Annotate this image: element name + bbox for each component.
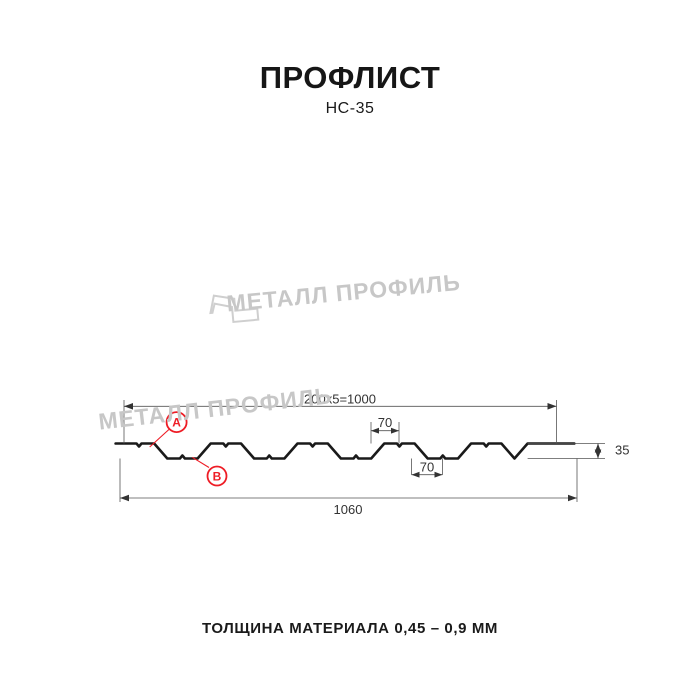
svg-text:35: 35 bbox=[615, 443, 629, 458]
svg-text:1060: 1060 bbox=[334, 502, 363, 517]
svg-text:70: 70 bbox=[378, 415, 392, 430]
svg-text:B: B bbox=[213, 469, 222, 483]
svg-text:A: A bbox=[172, 416, 181, 430]
svg-text:70: 70 bbox=[420, 460, 434, 475]
svg-text:200x5=1000: 200x5=1000 bbox=[304, 392, 376, 407]
